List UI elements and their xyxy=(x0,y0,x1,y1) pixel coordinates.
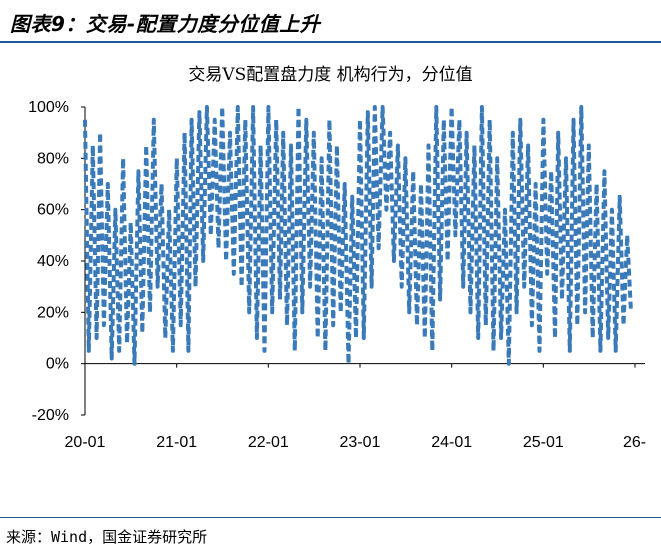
top-rule xyxy=(0,41,661,43)
y-tick-label: 60% xyxy=(37,202,69,219)
x-tick-label: 22-01 xyxy=(248,434,289,451)
figure-title: 图表9：交易-配置力度分位值上升 xyxy=(10,12,321,36)
x-tick-label: 21-01 xyxy=(156,434,197,451)
y-tick-label: 20% xyxy=(37,304,69,321)
x-tick-label: 20-01 xyxy=(65,434,106,451)
chart-title: 交易VS配置盘力度 机构行为，分位值 xyxy=(188,65,473,85)
y-tick-label: 80% xyxy=(37,150,69,167)
x-tick-label: 26- xyxy=(623,434,646,451)
series-line-0 xyxy=(83,105,633,366)
x-tick-label: 23-01 xyxy=(340,434,381,451)
bottom-rule xyxy=(0,517,661,518)
y-tick-label: 40% xyxy=(37,253,69,270)
source-note: 来源：Wind，国金证券研究所 xyxy=(6,528,208,546)
y-tick-label: 0% xyxy=(46,356,69,373)
y-tick-label: -20% xyxy=(32,407,69,424)
x-tick-label: 24-01 xyxy=(431,434,472,451)
y-tick-label: 100% xyxy=(28,99,69,116)
x-tick-label: 25-01 xyxy=(523,434,564,451)
